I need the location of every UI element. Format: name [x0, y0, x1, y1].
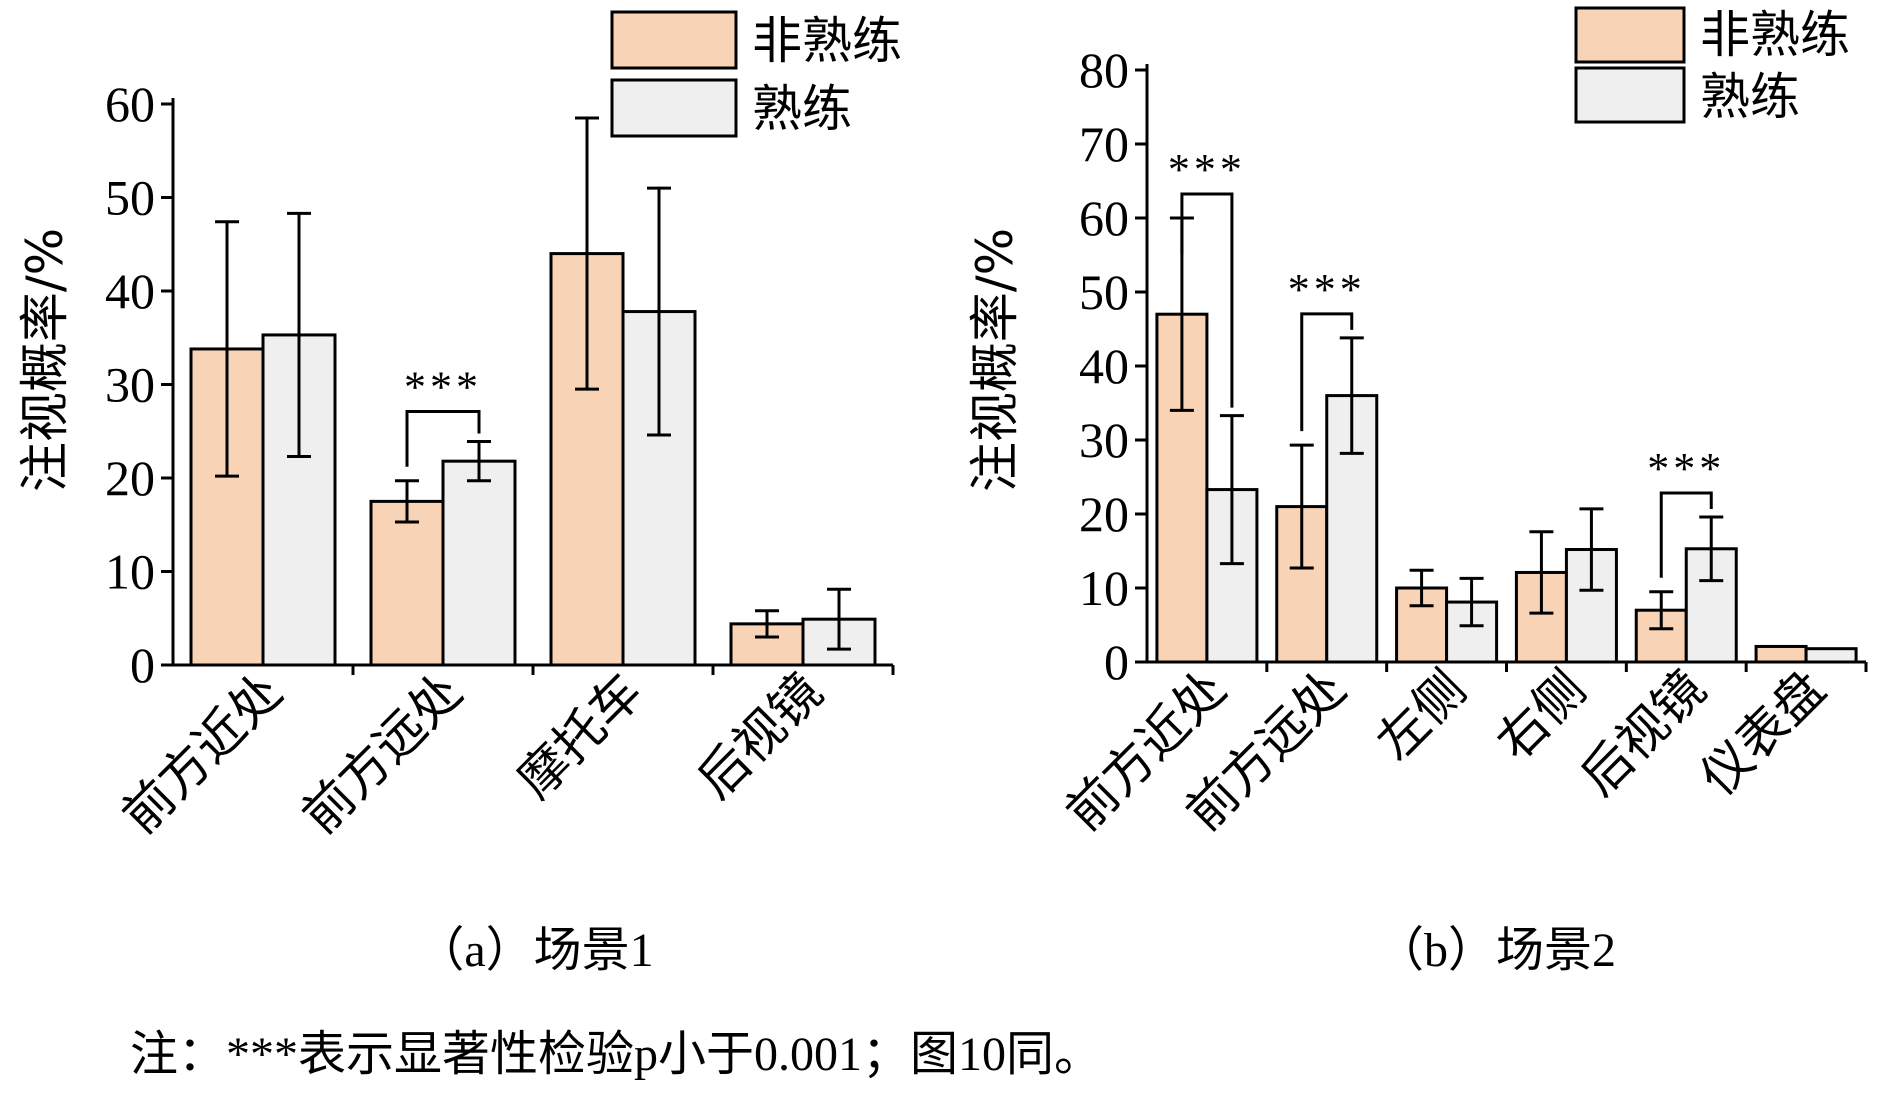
chart-a-significance: ***: [404, 363, 482, 467]
a-y-tick-label: 30: [105, 357, 155, 413]
b-significance-bracket: [1180, 192, 1234, 408]
chart-a-caption: （a）场景1: [416, 924, 653, 977]
a-significance-bracket: [405, 410, 481, 467]
b-y-tick-label: 50: [1079, 264, 1129, 320]
chart-a-legend: 非熟练 熟练: [610, 10, 902, 138]
legend-b-label-unskilled: 非熟练: [1700, 6, 1850, 64]
b-y-tick-label: 80: [1079, 42, 1129, 98]
legend-b-label-skilled: 熟练: [1700, 68, 1800, 126]
a-category-label: 后视镜: [686, 662, 833, 809]
figure-note: 注：***表示显著性检验p小于0.001；图10同。: [130, 1028, 1102, 1081]
b-y-tick-label: 0: [1104, 634, 1129, 690]
legend-b-swatch-skilled: [1574, 66, 1686, 124]
b-bar-skilled: [1804, 647, 1858, 664]
a-significance-label: ***: [404, 363, 482, 412]
b-bar-unskilled: [1754, 644, 1808, 664]
chart-b-legend: 非熟练 熟练: [1574, 6, 1850, 126]
legend-a-label-skilled: 熟练: [752, 80, 852, 138]
a-bar-unskilled: [369, 499, 445, 667]
a-category-label: 摩托车: [506, 662, 653, 809]
b-category-label: 后视镜: [1570, 659, 1717, 806]
a-category-label: 前方远处: [291, 662, 473, 844]
b-significance-label: ***: [1647, 444, 1725, 493]
a-y-tick-label: 40: [105, 263, 155, 319]
chart-b-ylabel: 注视概率/%: [966, 228, 1024, 492]
b-category-label: 左侧: [1365, 659, 1477, 771]
b-bar-skilled: [1325, 394, 1379, 664]
b-category-label: 仪表盘: [1689, 659, 1836, 806]
legend-a-swatch-unskilled: [610, 10, 738, 70]
a-y-tick-label: 20: [105, 450, 155, 506]
b-y-tick-label: 10: [1079, 560, 1129, 616]
b-significance-label: ***: [1288, 265, 1366, 314]
b-significance-bracket: [1659, 491, 1713, 578]
b-y-tick-label: 70: [1079, 116, 1129, 172]
chart-a-ylabel: 注视概率/%: [16, 228, 74, 492]
a-y-tick-label: 60: [105, 76, 155, 132]
legend-b-swatch-unskilled: [1574, 6, 1686, 64]
legend-a-swatch-skilled: [610, 78, 738, 138]
legend-a-label-unskilled: 非熟练: [752, 12, 902, 70]
b-significance-bracket: [1300, 312, 1354, 432]
b-y-tick-label: 20: [1079, 486, 1129, 542]
b-y-tick-label: 60: [1079, 190, 1129, 246]
chart-b-bars: [1155, 216, 1858, 664]
b-y-tick-label: 40: [1079, 338, 1129, 394]
a-y-tick-label: 10: [105, 544, 155, 600]
a-bar-skilled: [441, 459, 517, 667]
a-y-tick-label: 50: [105, 170, 155, 226]
b-significance-label: ***: [1168, 145, 1246, 194]
chart-a-bars: [189, 116, 877, 667]
chart-b-caption: （b）场景2: [1376, 924, 1616, 977]
chart-b-significance: *** *** ***: [1168, 145, 1725, 578]
a-y-tick-label: 0: [130, 637, 155, 693]
b-y-tick-label: 30: [1079, 412, 1129, 468]
